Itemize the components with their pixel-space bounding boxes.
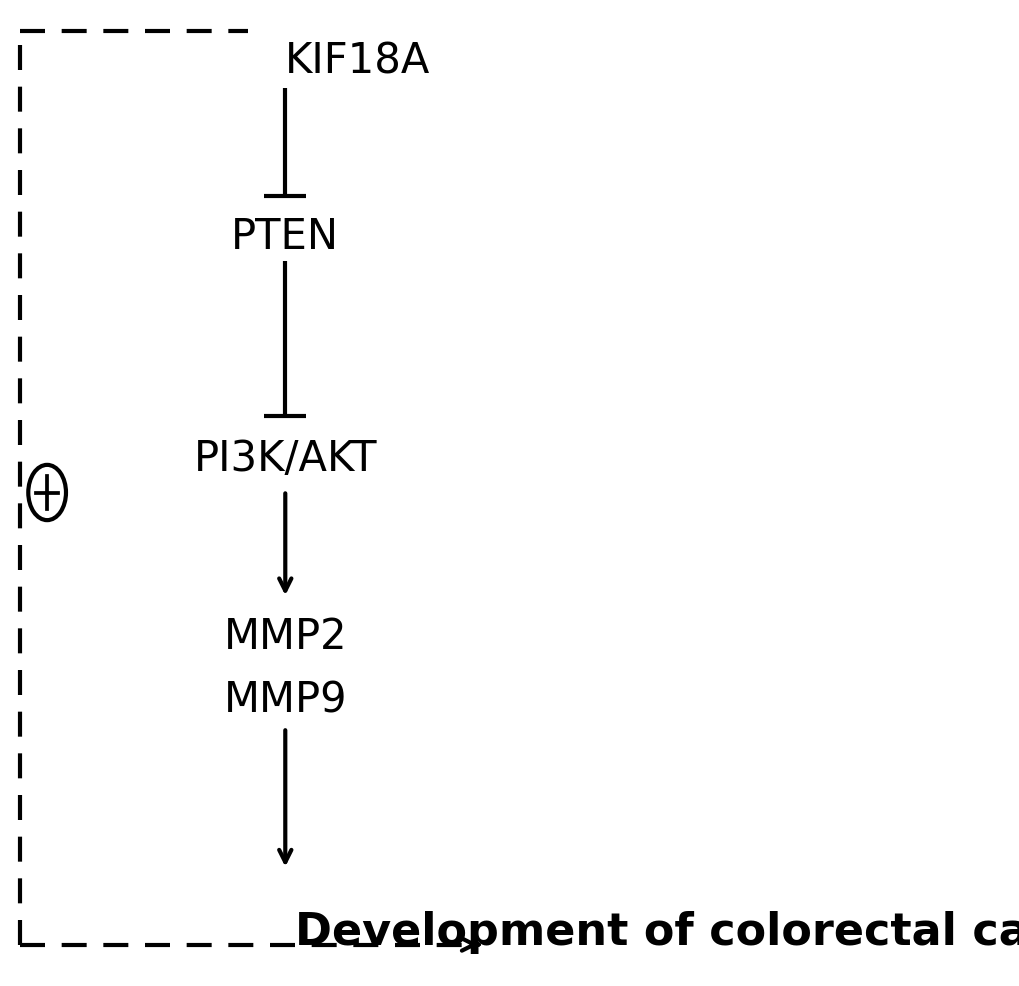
Text: PI3K/AKT: PI3K/AKT xyxy=(194,438,377,479)
Text: Development of colorectal cancer: Development of colorectal cancer xyxy=(294,910,1019,953)
Text: KIF18A: KIF18A xyxy=(285,40,430,82)
Text: MMP9: MMP9 xyxy=(223,679,346,721)
Text: PTEN: PTEN xyxy=(231,216,339,257)
Text: MMP2: MMP2 xyxy=(223,615,346,657)
Ellipse shape xyxy=(29,465,66,521)
